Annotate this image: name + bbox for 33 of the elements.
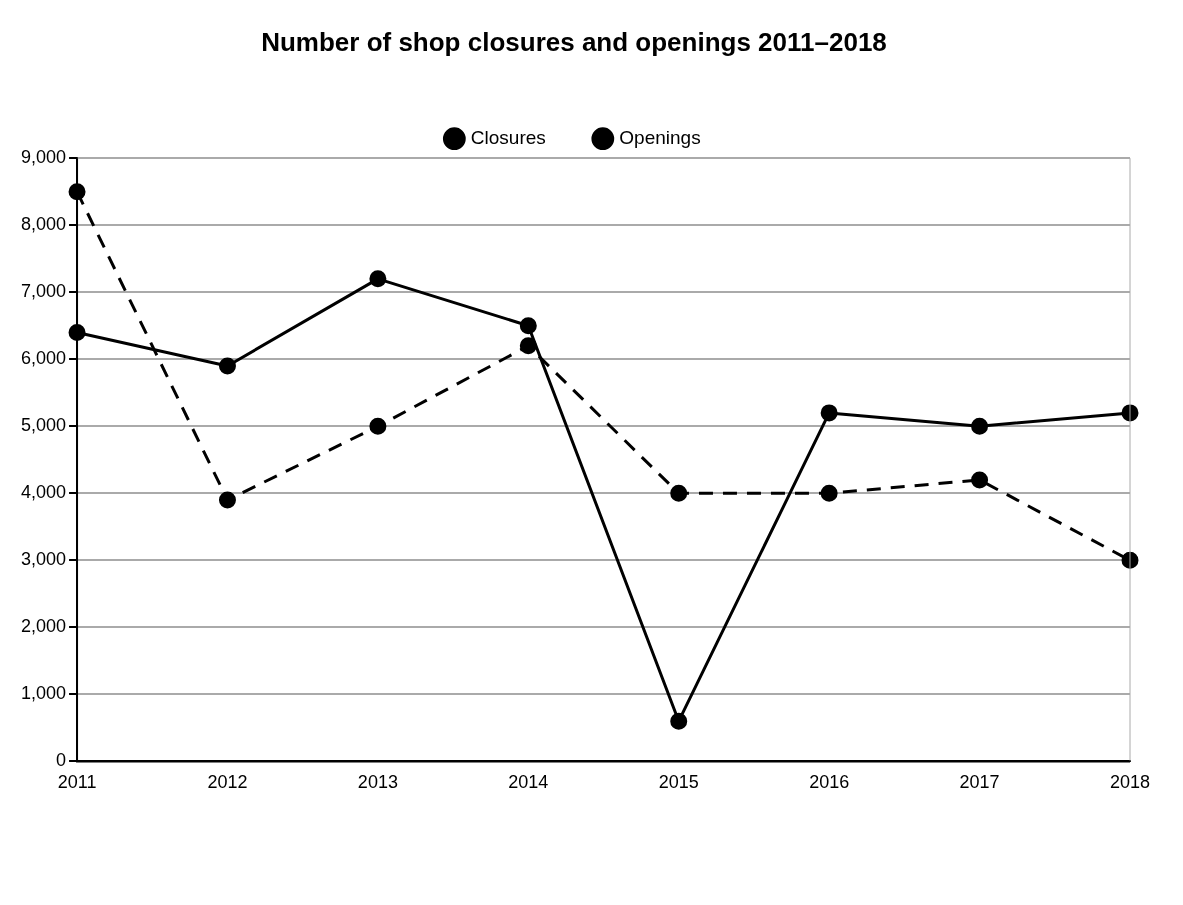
- point: [369, 270, 387, 288]
- x-tick-label: 2013: [357, 772, 398, 793]
- y-tick-label: 3,000: [21, 549, 67, 570]
- y-tick-label: 0: [56, 750, 67, 771]
- x-tick-label: 2014: [508, 772, 549, 793]
- legend-label: Openings: [619, 126, 701, 148]
- point: [218, 491, 236, 509]
- x-tick-label: 2018: [1109, 772, 1151, 793]
- point: [971, 417, 989, 435]
- y-tick-label: 5,000: [21, 415, 67, 436]
- point: [519, 337, 537, 355]
- legend-label: Closures: [470, 126, 546, 148]
- point: [369, 417, 387, 435]
- y-tick-label: 7,000: [21, 281, 67, 302]
- point: [519, 317, 537, 335]
- y-tick-label: 6,000: [21, 348, 67, 369]
- x-tick-label: 2015: [658, 772, 699, 793]
- point: [670, 712, 688, 730]
- y-tick-label: 1,000: [21, 683, 67, 704]
- x-tick-label: 2012: [207, 772, 248, 793]
- point: [820, 404, 838, 422]
- point: [670, 484, 688, 502]
- x-tick-label: 2017: [959, 772, 1000, 793]
- y-tick-label: 4,000: [21, 482, 67, 503]
- y-tick-label: 8,000: [21, 214, 67, 235]
- y-tick-label: 2,000: [21, 616, 67, 637]
- y-tick-label: 9,000: [21, 147, 67, 168]
- point: [820, 484, 838, 502]
- chart-title: Number of shop closures and openings 2011–2018: [261, 26, 887, 57]
- x-tick-label: 2016: [809, 772, 850, 793]
- x-tick-label: 2011: [57, 772, 97, 793]
- point: [971, 471, 989, 489]
- point: [218, 357, 236, 375]
